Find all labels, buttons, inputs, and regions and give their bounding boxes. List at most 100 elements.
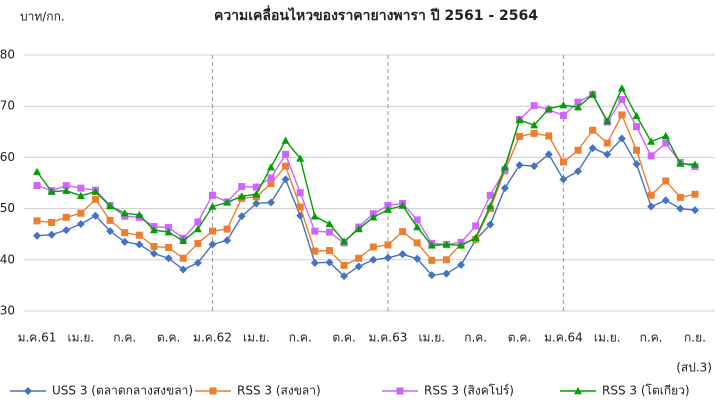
marker	[76, 191, 85, 199]
y-tick-label: 50	[0, 201, 15, 215]
marker	[282, 162, 290, 170]
marker	[121, 229, 129, 237]
marker	[384, 241, 392, 249]
marker	[457, 260, 466, 269]
marker	[179, 254, 187, 262]
marker	[515, 116, 524, 124]
marker	[442, 269, 451, 278]
chart-title: ความเคลื่อนไหวของราคายางพารา ปี 2561 - 2…	[214, 5, 538, 24]
y-tick-label: 60	[0, 150, 15, 164]
marker	[676, 193, 684, 201]
marker	[574, 103, 583, 111]
marker	[310, 258, 319, 267]
note: (สป.3)	[676, 361, 712, 375]
series-line	[36, 137, 696, 278]
x-tick-label: ก.ย.	[684, 331, 706, 345]
marker	[62, 186, 71, 194]
y-tick-label: 30	[0, 304, 15, 318]
x-tick-label: ก.ค.	[113, 331, 136, 345]
marker	[135, 231, 143, 239]
x-tick-label: ม.ค.61	[18, 331, 57, 345]
marker	[340, 237, 349, 245]
marker	[354, 225, 363, 233]
marker	[442, 240, 451, 248]
marker	[106, 227, 115, 236]
marker	[47, 230, 56, 239]
marker	[106, 202, 115, 210]
marker	[76, 219, 85, 228]
marker	[633, 123, 641, 131]
marker	[617, 84, 626, 92]
marker	[165, 244, 173, 252]
marker	[47, 187, 56, 195]
marker	[647, 191, 655, 199]
y-tick-label: 40	[0, 252, 15, 266]
y-tick-label: 80	[0, 48, 15, 62]
marker	[413, 254, 422, 263]
marker	[617, 134, 626, 143]
marker	[179, 236, 188, 245]
marker	[311, 227, 319, 235]
marker	[208, 191, 216, 199]
marker	[471, 233, 480, 241]
marker	[398, 201, 407, 209]
marker	[647, 137, 656, 145]
marker	[369, 243, 377, 251]
marker	[311, 247, 319, 255]
marker	[238, 183, 246, 191]
x-tick-label: ต.ค.	[157, 331, 180, 345]
marker	[120, 237, 129, 246]
x-tick-label: ม.ค.63	[369, 331, 408, 345]
marker	[325, 247, 333, 255]
marker	[77, 209, 85, 217]
marker	[106, 216, 114, 224]
marker	[559, 101, 568, 109]
marker	[150, 242, 158, 250]
series-line	[36, 93, 696, 246]
marker	[267, 180, 275, 188]
marker	[266, 198, 275, 207]
marker	[676, 204, 685, 213]
marker	[149, 226, 158, 234]
marker	[472, 222, 480, 230]
marker	[91, 211, 100, 220]
marker	[281, 136, 290, 144]
marker	[618, 96, 626, 104]
marker	[310, 212, 319, 220]
marker	[676, 159, 685, 167]
marker	[91, 187, 100, 195]
marker	[559, 158, 567, 166]
marker	[296, 203, 304, 211]
marker	[193, 258, 202, 267]
marker	[515, 161, 524, 170]
marker	[77, 184, 85, 192]
marker	[691, 160, 699, 168]
x-tick-label: เม.ย.	[68, 331, 95, 345]
marker	[33, 231, 41, 240]
marker	[325, 258, 334, 267]
marker	[589, 126, 597, 134]
marker	[530, 129, 538, 137]
marker	[340, 272, 349, 281]
marker	[252, 190, 261, 198]
marker	[603, 150, 612, 159]
legend-label: RSS 3 (โตเกียว)	[602, 384, 690, 398]
marker	[120, 209, 129, 217]
marker	[457, 241, 466, 249]
marker	[544, 150, 553, 159]
marker	[237, 192, 246, 200]
marker	[413, 216, 421, 224]
marker	[384, 202, 392, 210]
marker	[383, 205, 392, 213]
x-tick-label: เม.ย.	[594, 331, 621, 345]
marker	[396, 387, 404, 395]
marker	[632, 111, 641, 120]
marker	[662, 177, 670, 185]
x-tick-label: เม.ย.	[243, 331, 270, 345]
x-tick-label: ม.ค.62	[193, 331, 232, 345]
marker	[603, 117, 612, 125]
x-tick-label: ก.ค.	[464, 331, 487, 345]
marker	[267, 174, 275, 182]
marker	[486, 202, 495, 210]
